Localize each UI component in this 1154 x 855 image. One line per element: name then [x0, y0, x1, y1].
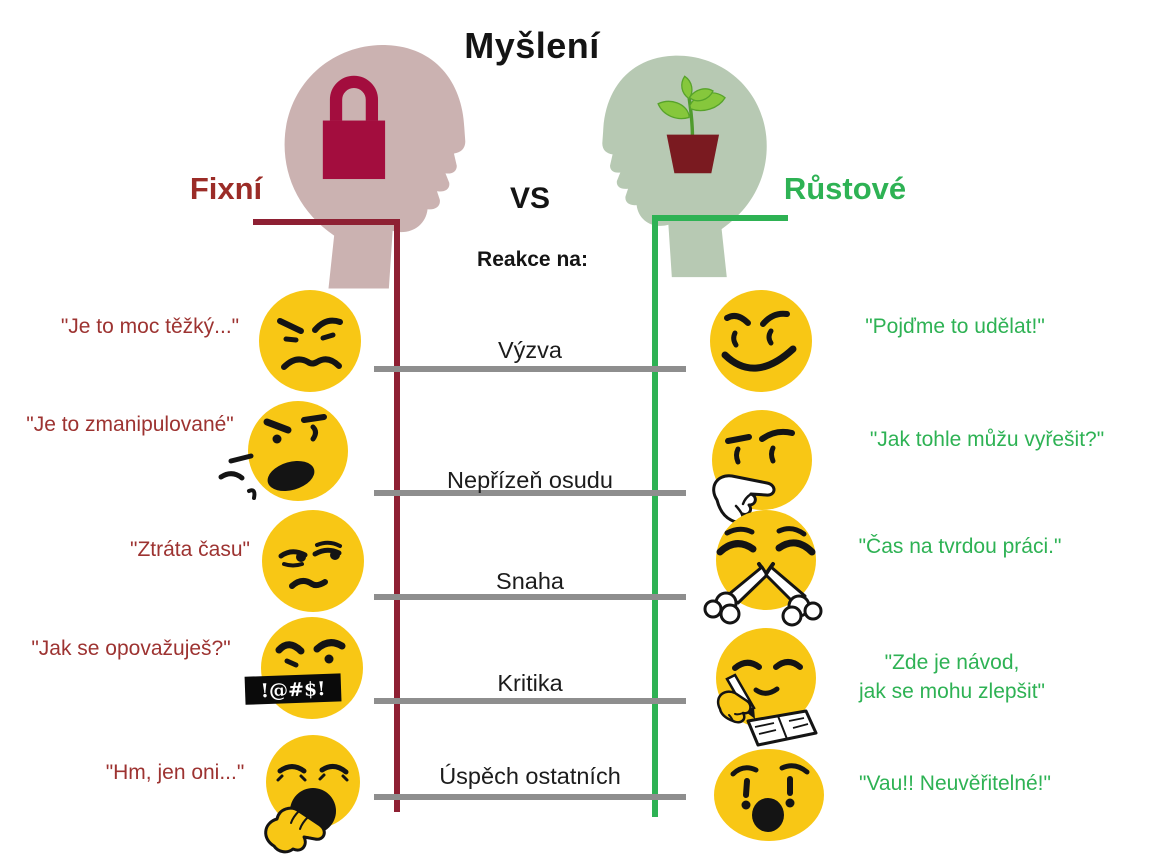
fixed-mindset-label: Fixní	[189, 171, 263, 206]
writing-face-emoji	[716, 628, 818, 747]
steam-jets	[703, 565, 823, 627]
page-title: Myšlení	[464, 25, 600, 66]
fixed-axis-horizontal-line	[253, 219, 400, 225]
category-label: Výzva	[498, 337, 562, 363]
yawning-face-emoji	[264, 735, 360, 854]
category-rung-line	[374, 698, 686, 704]
growth-quote: "Čas na tvrdou práci."	[858, 535, 1062, 558]
fixed-axis-vertical-line	[394, 219, 400, 812]
determined-smirk-face-emoji	[710, 290, 812, 392]
growth-quote: "Jak tohle můžu vyřešit?"	[869, 428, 1105, 451]
vs-label: VS	[509, 182, 551, 215]
lock-icon	[322, 75, 386, 180]
reaction-heading: Reakce na:	[477, 248, 588, 271]
fixed-mindset-head	[284, 45, 466, 289]
category-label: Nepřízeň osudu	[447, 467, 613, 493]
growth-mindset-head	[602, 55, 767, 278]
fixed-quote: "Je to moc těžký..."	[60, 315, 240, 338]
category-rung-line	[374, 366, 686, 372]
category-label: Snaha	[496, 568, 564, 594]
censored-swear-text: !@#$!	[260, 678, 326, 702]
unamused-face-emoji	[262, 510, 364, 612]
growth-quote: "Zde je návod, jak se mohu zlepšit"	[830, 648, 1074, 706]
astonished-face-emoji	[714, 749, 824, 841]
fixed-quote: "Ztráta času"	[130, 538, 250, 561]
growth-axis-vertical-line	[652, 215, 658, 817]
triumph-steam-face-emoji	[703, 510, 823, 627]
growth-axis-horizontal-line	[652, 215, 788, 221]
growth-mindset-label: Růstové	[783, 171, 907, 206]
censor-bar: !@#$!	[244, 673, 342, 705]
category-label: Kritika	[497, 670, 563, 696]
yawn-hand	[264, 806, 326, 854]
category-rung-line	[374, 594, 686, 600]
plant-sprout-icon	[657, 75, 726, 174]
fixed-quote: "Jak se opovažuješ?"	[31, 637, 231, 660]
fixed-quote: "Je to zmanipulované"	[26, 413, 234, 436]
shouting-face-emoji	[218, 401, 348, 501]
angry-face-emoji	[259, 290, 361, 392]
growth-quote: "Vau!! Neuvěřitelné!"	[859, 772, 1051, 795]
fixed-quote: "Hm, jen oni..."	[105, 761, 245, 784]
category-rung-line	[374, 490, 686, 496]
growth-quote-line2: jak se mohu zlepšit"	[858, 680, 1046, 703]
thinking-face-emoji	[712, 410, 812, 524]
growth-quote: "Pojďme to udělat!"	[865, 315, 1045, 338]
category-label: Úspěch ostatních	[439, 763, 621, 789]
growth-quote-line1: "Zde je návod,	[884, 651, 1020, 674]
cursing-face-emoji: !@#$!	[244, 617, 363, 719]
chin-hand	[712, 474, 776, 524]
category-rung-line	[374, 794, 686, 800]
